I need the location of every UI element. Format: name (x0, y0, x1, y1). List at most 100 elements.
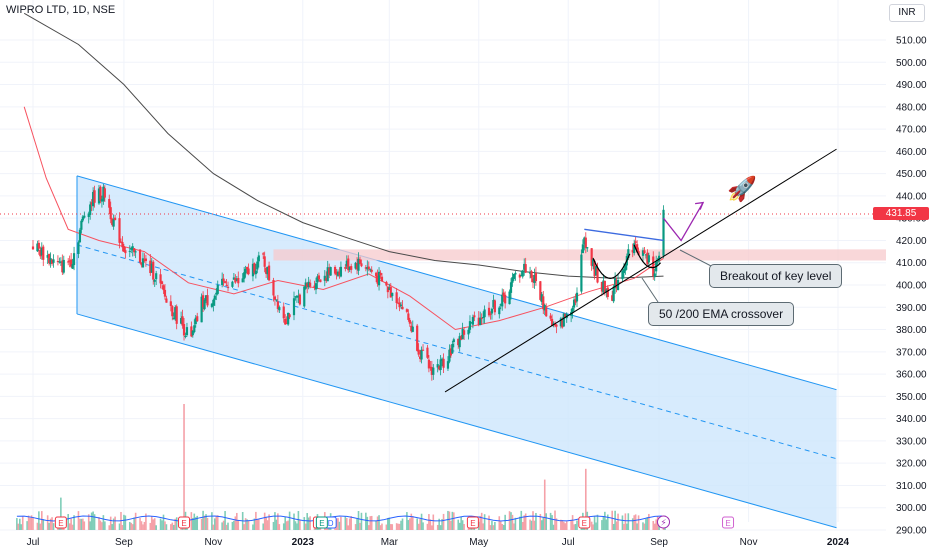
candle-body (193, 325, 196, 333)
y-tick-label: 400.00 (896, 281, 927, 292)
candle-body (627, 249, 630, 259)
candle-body (163, 289, 167, 297)
candle-body (420, 349, 423, 360)
volume-bar (42, 519, 45, 530)
volume-bar (560, 519, 562, 530)
volume-bar (461, 520, 464, 530)
candle-body (171, 306, 174, 317)
y-tick-label: 390.00 (896, 303, 927, 314)
candle-body (152, 261, 155, 280)
candle-body (345, 260, 348, 267)
candle-body (354, 262, 357, 269)
candle-body (231, 281, 234, 287)
volume-bar (277, 513, 279, 530)
volume-bar (102, 515, 105, 530)
candle-body (39, 250, 42, 257)
candle-body (336, 271, 340, 276)
volume-bar (554, 510, 556, 530)
candle-body (48, 253, 51, 264)
volume-bar (347, 525, 350, 530)
candle-body (144, 258, 148, 262)
candle-body (355, 263, 359, 270)
candle-body (160, 281, 164, 285)
candle-body (416, 325, 419, 351)
candle-body (442, 358, 445, 368)
volume-bar (161, 520, 163, 530)
volume-bar (109, 516, 112, 530)
volume-bar (646, 517, 649, 530)
volume-bar (457, 519, 460, 530)
candle-body (471, 317, 474, 325)
volume-bar (101, 522, 103, 530)
volume-bar (227, 522, 229, 530)
candle-body (257, 255, 260, 262)
breakout-callout[interactable]: Breakout of key level (709, 264, 843, 288)
volume-bar (491, 520, 493, 530)
volume-bar (183, 404, 185, 530)
candle-body (430, 367, 433, 375)
ema-crossover-callout[interactable]: 50 /200 EMA crossover (648, 302, 795, 326)
volume-bar (634, 514, 637, 530)
volume-bar (401, 518, 404, 530)
earnings-marker-label: E (470, 519, 475, 528)
candle-body (196, 316, 199, 322)
volume-bar (82, 518, 84, 530)
volume-bar (419, 519, 421, 530)
volume-bar (395, 523, 398, 530)
volume-bar (379, 525, 382, 530)
candle-body (338, 271, 341, 276)
candle-body (605, 289, 608, 293)
candle-body (204, 295, 208, 301)
volume-bar (193, 513, 196, 530)
candle-body (222, 278, 225, 282)
volume-bar (60, 497, 62, 530)
candle-body (263, 256, 266, 267)
volume-bar (306, 513, 308, 530)
x-tick-label: May (469, 537, 488, 548)
volume-bar (621, 515, 624, 530)
chart-title: WIPRO LTD, 1D, NSE (6, 4, 116, 16)
volume-bar (448, 511, 451, 530)
volume-bar (203, 515, 206, 530)
volume-bar (648, 513, 650, 530)
candle-body (133, 248, 136, 253)
candle-body (78, 229, 82, 243)
candle-body (480, 317, 483, 319)
candle-body (555, 324, 558, 327)
volume-bar (46, 515, 49, 530)
volume-bar (128, 521, 131, 530)
candle-body (512, 273, 516, 279)
candle-body (213, 295, 216, 300)
y-tick-label: 480.00 (896, 102, 927, 113)
candle-body (427, 359, 431, 369)
volume-bar (89, 521, 91, 530)
last-price-tag: 431.85 (873, 207, 929, 220)
candle-body (596, 267, 599, 283)
candle-body (323, 275, 326, 281)
volume-bar (488, 515, 490, 530)
volume-bar (460, 516, 462, 530)
candle-body (398, 302, 401, 308)
volume-bar (436, 524, 439, 530)
candle-body (31, 246, 35, 250)
candle-body (109, 207, 112, 220)
candle-body (169, 301, 172, 306)
rocket-icon: 🚀 (727, 176, 757, 203)
volume-bar (442, 513, 445, 530)
volume-bar (21, 516, 24, 530)
channel-upper-line (76, 175, 837, 391)
volume-bar (164, 521, 166, 530)
volume-bar (555, 518, 558, 530)
volume-bar (272, 521, 275, 530)
candle-body (149, 260, 152, 274)
candle-body (473, 315, 476, 318)
volume-bar (489, 525, 492, 530)
volume-bar (520, 510, 523, 530)
volume-bar (612, 523, 615, 530)
volume-bar (175, 517, 178, 530)
currency-selector[interactable]: INR (889, 4, 925, 22)
volume-bar (356, 518, 358, 530)
volume-bar (99, 520, 102, 530)
candle-body (179, 318, 183, 324)
